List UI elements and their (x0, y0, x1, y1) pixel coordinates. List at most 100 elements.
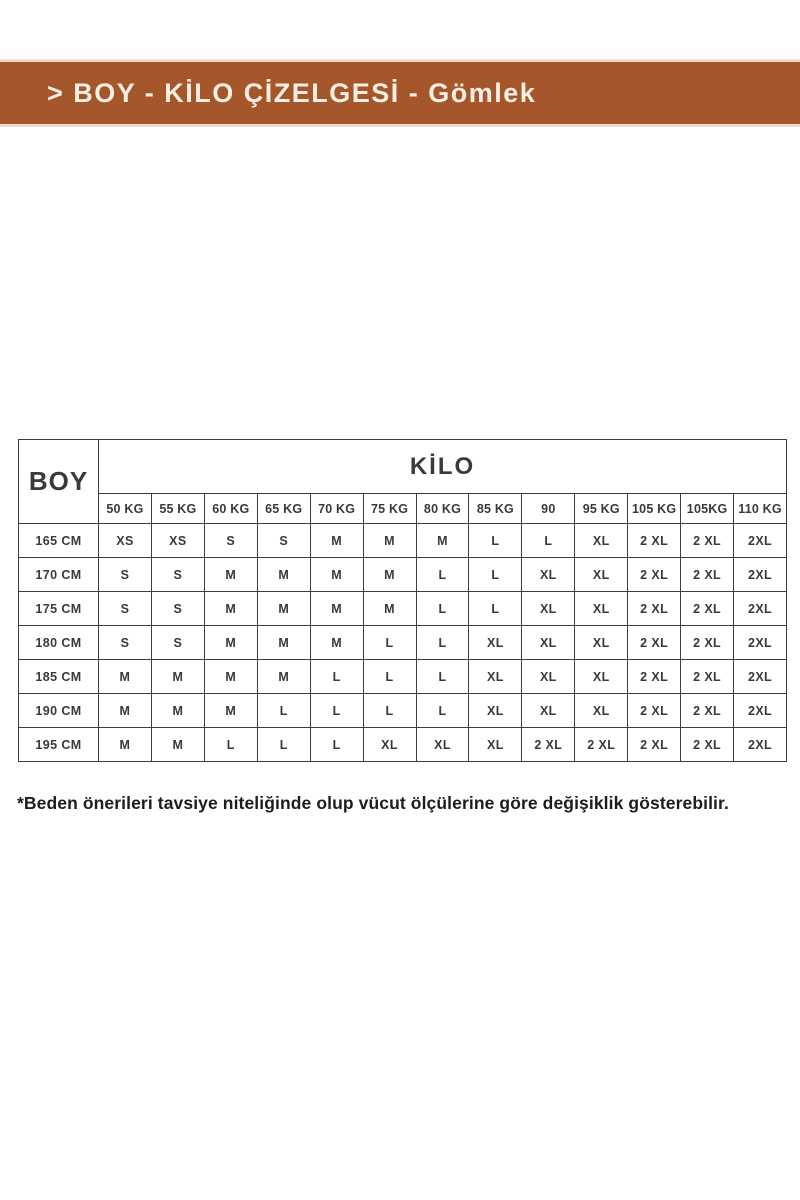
size-cell: 2 XL (680, 557, 735, 592)
height-row-label: 190 CM (18, 693, 99, 728)
size-cell: XL (574, 591, 629, 626)
size-cell: 2XL (733, 523, 787, 558)
size-cell: 2XL (733, 591, 787, 626)
size-cell: 2XL (733, 659, 787, 694)
size-cell: XL (521, 659, 576, 694)
size-cell: 2 XL (627, 591, 682, 626)
height-row-label: 170 CM (18, 557, 99, 592)
size-cell: M (203, 591, 258, 626)
size-cell: 2 XL (680, 693, 735, 728)
size-cell: L (415, 625, 470, 660)
height-row-label: 175 CM (18, 591, 99, 626)
size-cell: M (203, 693, 258, 728)
size-cell: 2 XL (680, 625, 735, 660)
size-cell: XL (521, 591, 576, 626)
size-cell: M (98, 693, 152, 728)
table-row: 180 CM S S M M M L L XL XL XL 2 XL 2 XL … (18, 625, 787, 660)
size-cell: M (362, 557, 417, 592)
header-row-top: BOY KİLO (18, 439, 787, 524)
size-cell: L (256, 727, 311, 762)
weight-header: 75 KG (362, 493, 417, 524)
size-chart-table: BOY KİLO 50 KG 55 KG 60 KG 65 KG 70 KG 7… (18, 439, 787, 762)
size-cell: 2 XL (627, 557, 682, 592)
size-cell: XL (574, 693, 629, 728)
size-cell: L (362, 659, 417, 694)
weight-header: 60 KG (203, 493, 258, 524)
size-cell: 2 XL (627, 727, 682, 762)
height-row-label: 180 CM (18, 625, 99, 660)
size-cell: 2 XL (680, 727, 735, 762)
size-cell: L (309, 727, 364, 762)
size-cell: M (256, 625, 311, 660)
weight-header: 80 KG (415, 493, 470, 524)
height-row-label: 195 CM (18, 727, 99, 762)
weight-header: 105 KG (627, 493, 682, 524)
size-cell: M (203, 625, 258, 660)
section-title-bar: > BOY - KİLO ÇİZELGESİ - Gömlek (0, 59, 800, 127)
table-row: 185 CM M M M M L L L XL XL XL 2 XL 2 XL … (18, 659, 787, 694)
size-cell: M (98, 659, 152, 694)
size-cell: 2 XL (574, 727, 629, 762)
kilo-header: KİLO (98, 439, 787, 494)
size-cell: S (98, 625, 152, 660)
table-row: 190 CM M M M L L L L XL XL XL 2 XL 2 XL … (18, 693, 787, 728)
size-cell: L (309, 659, 364, 694)
section-title: > BOY - KİLO ÇİZELGESİ - Gömlek (47, 77, 537, 108)
weight-header: 65 KG (256, 493, 311, 524)
size-cell: M (256, 557, 311, 592)
size-cell: XS (150, 523, 205, 558)
size-cell: 2XL (733, 727, 787, 762)
size-cell: M (309, 591, 364, 626)
size-cell: M (309, 625, 364, 660)
size-cell: XL (574, 557, 629, 592)
size-cell: M (415, 523, 470, 558)
size-cell: XL (521, 625, 576, 660)
size-cell: L (362, 693, 417, 728)
size-cell: 2XL (733, 557, 787, 592)
weight-header: 90 (521, 493, 576, 524)
size-cell: S (203, 523, 258, 558)
size-cell: M (150, 727, 205, 762)
size-cell: L (415, 659, 470, 694)
size-cell: 2 XL (680, 659, 735, 694)
size-cell: 2XL (733, 693, 787, 728)
size-cell: XL (415, 727, 470, 762)
size-cell: L (468, 557, 523, 592)
size-cell: 2 XL (680, 591, 735, 626)
size-cell: S (150, 557, 205, 592)
size-cell: M (203, 557, 258, 592)
size-cell: XL (574, 523, 629, 558)
size-cell: XL (521, 557, 576, 592)
size-cell: 2 XL (627, 659, 682, 694)
size-cell: L (309, 693, 364, 728)
size-cell: L (415, 591, 470, 626)
size-cell: XL (468, 625, 523, 660)
size-disclaimer-note: *Beden önerileri tavsiye niteliğinde olu… (17, 793, 729, 813)
size-cell: XL (521, 693, 576, 728)
size-cell: XL (468, 659, 523, 694)
size-cell: L (415, 557, 470, 592)
size-cell: S (98, 591, 152, 626)
weight-header: 110 KG (733, 493, 787, 524)
weight-header: 85 KG (468, 493, 523, 524)
weight-header: 95 KG (574, 493, 629, 524)
size-cell: L (468, 591, 523, 626)
table-row: 170 CM S S M M M M L L XL XL 2 XL 2 XL 2… (18, 557, 787, 592)
size-cell: S (256, 523, 311, 558)
size-cell: S (98, 557, 152, 592)
size-cell: L (362, 625, 417, 660)
size-cell: 2XL (733, 625, 787, 660)
size-cell: XL (574, 625, 629, 660)
weight-header: 50 KG (98, 493, 152, 524)
size-cell: M (256, 591, 311, 626)
table-row: 195 CM M M L L L XL XL XL 2 XL 2 XL 2 XL… (18, 727, 787, 762)
height-row-label: 185 CM (18, 659, 99, 694)
size-cell: S (150, 591, 205, 626)
table-row: 165 CM XS XS S S M M M L L XL 2 XL 2 XL … (18, 523, 787, 558)
size-cell: XL (362, 727, 417, 762)
size-cell: M (98, 727, 152, 762)
boy-header: BOY (18, 439, 99, 524)
size-cell: S (150, 625, 205, 660)
size-cell: 2 XL (627, 523, 682, 558)
